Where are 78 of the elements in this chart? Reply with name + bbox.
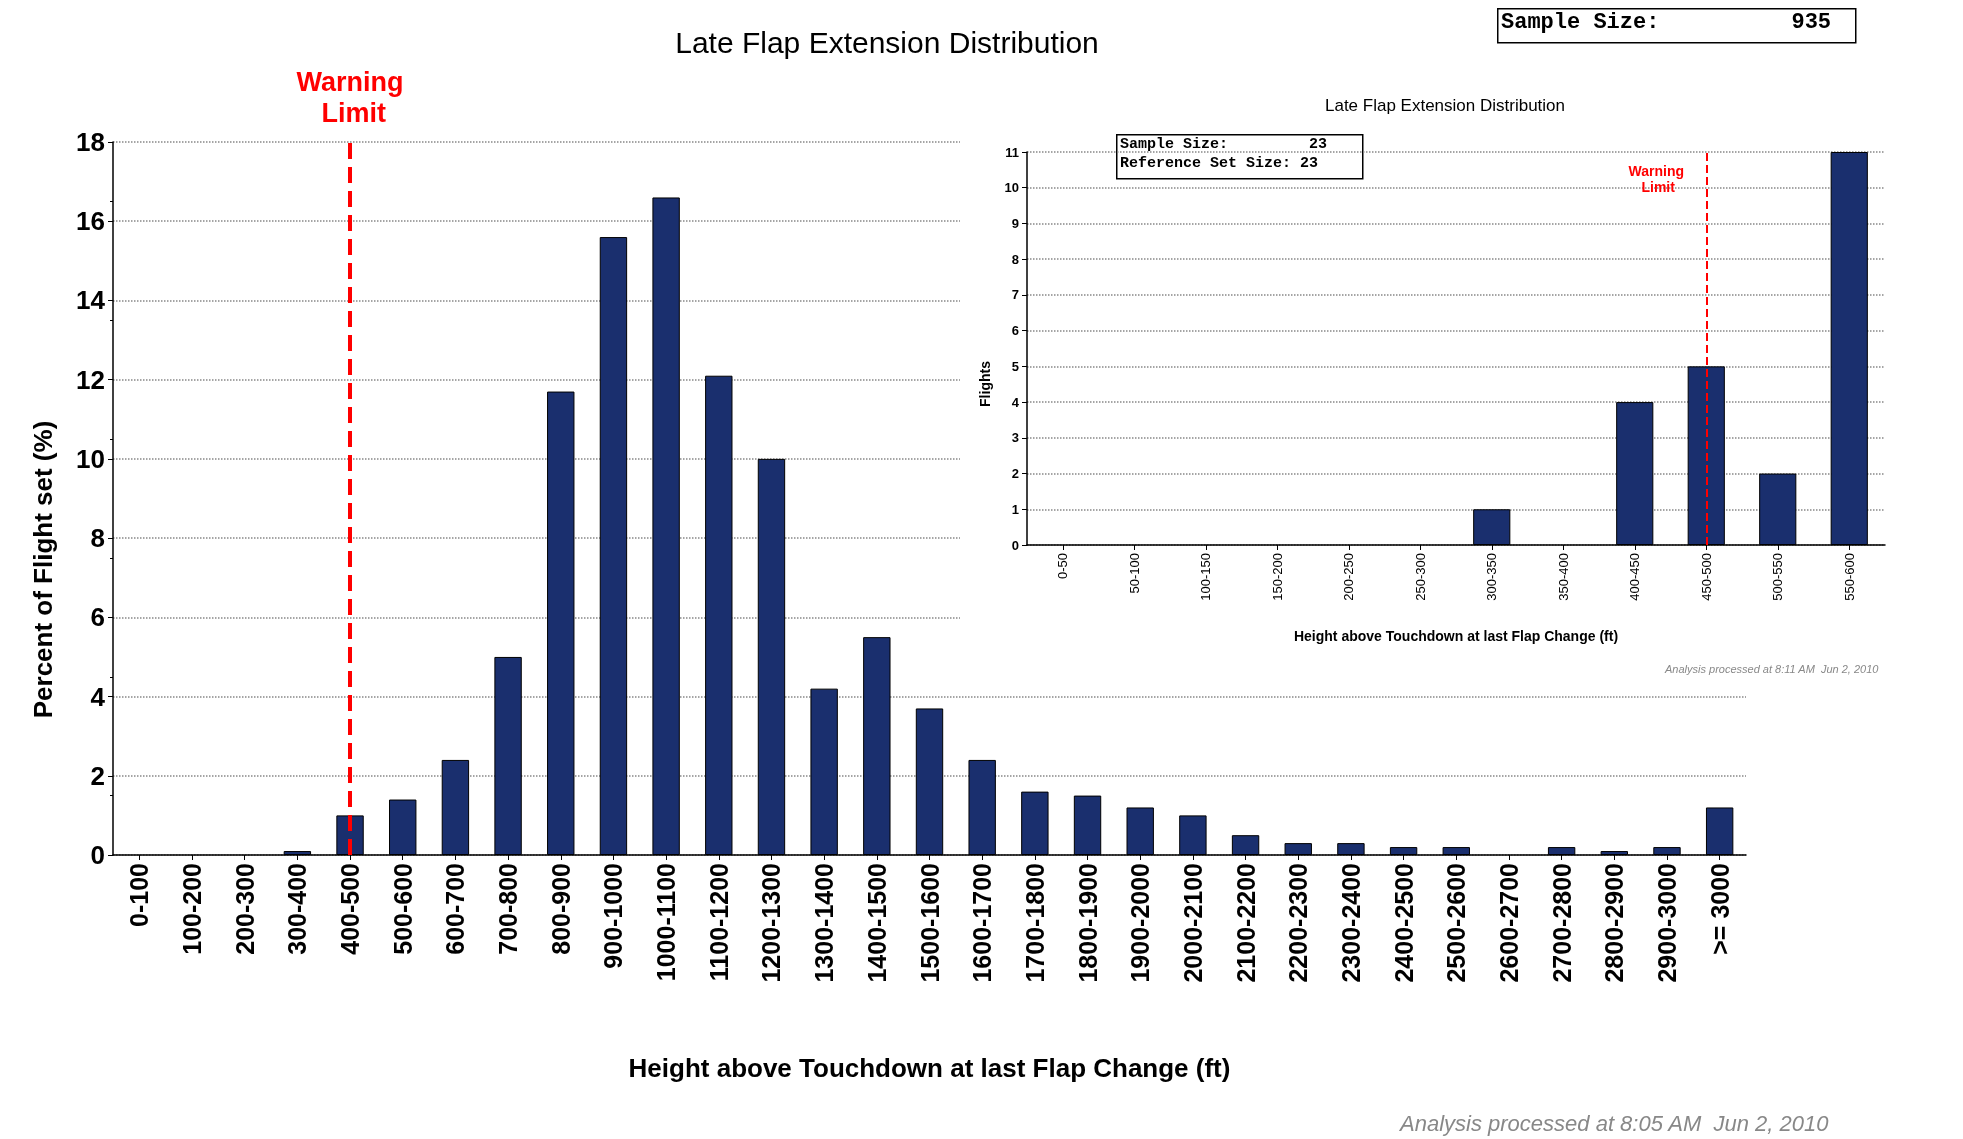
y-tick-label: 4 bbox=[90, 681, 106, 712]
y-tick-label: 2 bbox=[1011, 466, 1019, 482]
y-tick-label: 8 bbox=[1011, 251, 1019, 267]
x-tick-label: 1400-1500 bbox=[862, 863, 891, 983]
y-tick-label: 18 bbox=[76, 127, 105, 157]
x-tick-label: 1000-1100 bbox=[652, 863, 681, 982]
y-tick-label: 10 bbox=[1004, 180, 1019, 196]
x-tick-label: 2400-2500 bbox=[1389, 863, 1418, 983]
annotation: Analysis processed at 8:11 AM Jun 2, 2010 bbox=[1664, 662, 1880, 675]
x-tick-label: 2200-2300 bbox=[1284, 863, 1313, 983]
chart-title: Late Flap Extension Distribution bbox=[1324, 96, 1566, 115]
y-tick-label: 1 bbox=[1011, 501, 1019, 517]
x-tick-label: 2300-2400 bbox=[1336, 863, 1365, 983]
x-tick-label: 900-1000 bbox=[599, 863, 628, 969]
chart-title: Late Flap Extension Distribution bbox=[675, 25, 1099, 59]
y-tick-label: 16 bbox=[76, 206, 105, 237]
x-tick-label: 200-300 bbox=[230, 863, 259, 955]
y-tick-label: 14 bbox=[76, 285, 106, 316]
x-tick-label: 150-200 bbox=[1269, 553, 1285, 601]
x-tick-label: 0-50 bbox=[1055, 553, 1071, 580]
y-tick-label: 12 bbox=[76, 364, 105, 395]
x-tick-label: 1300-1400 bbox=[810, 863, 839, 983]
x-tick-label: 250-300 bbox=[1412, 553, 1428, 601]
text: Analysis processed at 8:05 AM Jun 2, 2010 bbox=[1398, 1110, 1830, 1136]
annotation: Sample Size: 23 bbox=[1120, 136, 1328, 153]
y-tick-label: 3 bbox=[1011, 430, 1019, 446]
y-tick-label: 6 bbox=[90, 602, 105, 633]
ref-line-label: Warning Limit bbox=[296, 67, 404, 129]
x-axis-title: Height above Touchdown at last Flap Change (ft) bbox=[1293, 628, 1619, 644]
x-tick-label: 550-600 bbox=[1841, 553, 1857, 601]
x-tick-label: 1800-1900 bbox=[1073, 863, 1102, 983]
x-tick-label: 2800-2900 bbox=[1600, 863, 1629, 983]
y-axis-title: Flights bbox=[977, 360, 993, 407]
text: Sample Size: 935 bbox=[1501, 9, 1832, 35]
y-axis-title: Percent of Flight set (%) bbox=[28, 420, 58, 719]
x-tick-label: 2000-2100 bbox=[1178, 863, 1207, 983]
x-tick-label: 800-900 bbox=[546, 863, 575, 955]
x-tick-label: 350-400 bbox=[1555, 553, 1571, 601]
y-tick-label: 6 bbox=[1011, 323, 1019, 339]
annotation: Reference Set Size: 23 bbox=[1120, 155, 1319, 172]
ref-line-label: Warning Limit bbox=[1628, 162, 1684, 195]
x-tick-label: 100-150 bbox=[1198, 553, 1214, 601]
y-tick-label: 10 bbox=[76, 443, 105, 474]
y-tick-label: 7 bbox=[1011, 287, 1019, 303]
y-tick-label: 8 bbox=[90, 523, 105, 554]
x-tick-label: 0-100 bbox=[125, 863, 154, 927]
x-tick-label: 50-100 bbox=[1126, 553, 1142, 594]
x-tick-label: 600-700 bbox=[441, 863, 470, 955]
y-tick-label: 11 bbox=[1005, 144, 1019, 160]
x-tick-label: >= 3000 bbox=[1705, 863, 1734, 955]
x-tick-label: 2900-3000 bbox=[1652, 863, 1681, 983]
x-tick-label: 300-350 bbox=[1484, 553, 1500, 601]
x-tick-label: 100-200 bbox=[178, 863, 207, 955]
x-tick-label: 500-600 bbox=[388, 863, 417, 955]
x-tick-label: 1200-1300 bbox=[757, 863, 786, 983]
x-tick-label: 200-250 bbox=[1341, 553, 1357, 601]
x-tick-label: 2600-2700 bbox=[1494, 863, 1523, 983]
y-tick-label: 4 bbox=[1011, 394, 1020, 410]
x-tick-label: 700-800 bbox=[494, 863, 523, 955]
y-tick-label: 9 bbox=[1011, 215, 1019, 231]
y-tick-label: 5 bbox=[1011, 358, 1019, 374]
x-tick-label: 500-550 bbox=[1770, 553, 1786, 601]
x-tick-label: 400-450 bbox=[1627, 553, 1643, 601]
y-tick-label: 2 bbox=[90, 760, 105, 791]
x-tick-label: 450-500 bbox=[1698, 553, 1714, 601]
x-tick-label: 1700-1800 bbox=[1020, 863, 1049, 983]
x-tick-label: 2500-2600 bbox=[1442, 863, 1471, 983]
y-tick-label: 0 bbox=[1011, 537, 1019, 553]
x-tick-label: 1500-1600 bbox=[915, 863, 944, 983]
x-tick-label: 300-400 bbox=[283, 863, 312, 955]
x-axis-title: Height above Touchdown at last Flap Change (ft) bbox=[628, 1053, 1231, 1083]
x-tick-label: 1900-2000 bbox=[1126, 863, 1155, 983]
x-tick-label: 2700-2800 bbox=[1547, 863, 1576, 983]
y-tick-label: 0 bbox=[90, 840, 105, 870]
x-tick-label: 2100-2200 bbox=[1231, 863, 1260, 983]
x-tick-label: 1100-1200 bbox=[704, 863, 733, 982]
x-tick-label: 400-500 bbox=[336, 863, 365, 955]
x-tick-label: 1600-1700 bbox=[968, 863, 997, 983]
